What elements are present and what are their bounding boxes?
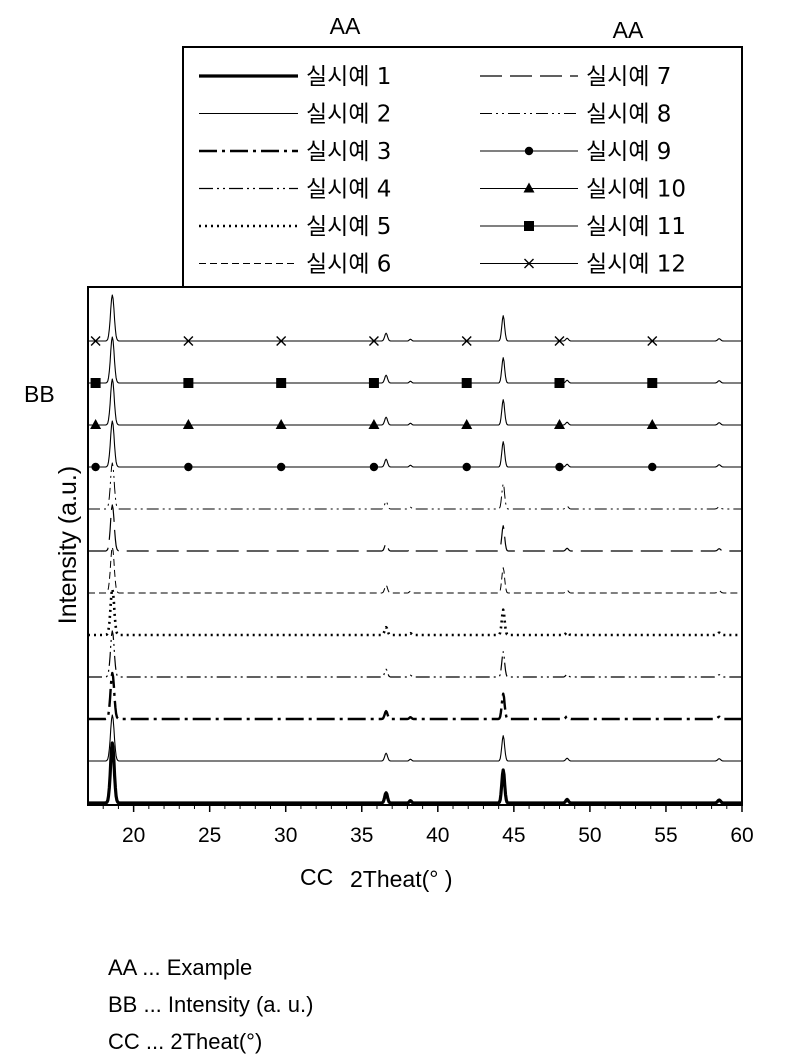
legend-label: 실시예 11 <box>586 214 686 240</box>
xrd-chart: 실시예 1 실시예 2 실시예 3 실시예 4 실시예 5 실시예 6 실시예 7 실시예 8… <box>0 0 807 930</box>
series-marker <box>647 378 657 388</box>
legend-marker <box>525 147 533 155</box>
x-tick-label: 20 <box>122 824 145 847</box>
series-marker <box>184 463 192 471</box>
series-line <box>88 673 742 719</box>
series-marker <box>369 378 379 388</box>
legend-label: 실시예 7 <box>586 64 671 90</box>
legend-label: 실시예 1 <box>306 64 391 90</box>
series-marker <box>91 463 99 471</box>
series-line <box>88 715 742 761</box>
series-marker <box>554 419 565 429</box>
legend-label: 실시예 2 <box>306 102 391 128</box>
series-marker <box>183 378 193 388</box>
series-line <box>88 295 742 341</box>
y-axis-label: Intensity (a.u.) <box>54 466 82 624</box>
x-axis-code: CC <box>300 864 333 890</box>
x-tick-label: 40 <box>426 824 449 847</box>
note-bb: BB ... Intensity (a. u.) <box>108 994 313 1016</box>
series-marker <box>276 419 287 429</box>
series-marker <box>370 463 378 471</box>
x-tick-label: 35 <box>350 824 373 847</box>
series-marker <box>368 419 379 429</box>
series-line <box>88 589 742 635</box>
x-axis-label: 2Theat(° ) <box>350 866 453 892</box>
x-tick-label: 60 <box>730 824 753 847</box>
legend-label: 실시예 8 <box>586 102 671 128</box>
plot-frame <box>88 287 742 805</box>
legend-label: 실시예 10 <box>586 177 686 203</box>
series-marker <box>461 419 472 429</box>
y-axis-code: BB <box>24 381 55 407</box>
series-marker <box>554 378 564 388</box>
series-line <box>88 631 742 677</box>
legend-marker <box>524 221 534 231</box>
series-marker <box>276 378 286 388</box>
x-tick-label: 45 <box>502 824 525 847</box>
series-marker <box>462 378 472 388</box>
series-marker <box>647 419 658 429</box>
series-marker <box>555 463 563 471</box>
x-tick-label: 30 <box>274 824 297 847</box>
legend-label: 실시예 9 <box>586 139 671 165</box>
legend-header-left: AA <box>330 13 361 39</box>
legend-label: 실시예 3 <box>306 139 391 165</box>
x-tick-label: 55 <box>654 824 677 847</box>
x-tick-label: 50 <box>578 824 601 847</box>
legend-marker <box>524 183 535 193</box>
legend-label: 실시예 6 <box>306 252 391 278</box>
series-marker <box>277 463 285 471</box>
note-cc: CC ... 2Theat(°) <box>108 1031 262 1053</box>
series-line <box>88 505 742 551</box>
series-marker <box>648 463 656 471</box>
legend-label: 실시예 12 <box>586 252 686 278</box>
x-axis: 20 25 30 35 40 45 50 55 60 <box>103 805 753 847</box>
legend-label: 실시예 4 <box>306 177 391 203</box>
series-marker <box>90 419 101 429</box>
note-aa: AA ... Example <box>108 957 252 979</box>
series-marker <box>91 378 101 388</box>
series-layer <box>88 295 742 803</box>
legend-label: 실시예 5 <box>306 214 391 240</box>
legend: 실시예 1 실시예 2 실시예 3 실시예 4 실시예 5 실시예 6 실시예 7 실시예 8… <box>199 64 686 278</box>
series-marker <box>463 463 471 471</box>
series-line <box>88 547 742 593</box>
series-marker <box>183 419 194 429</box>
x-tick-label: 25 <box>198 824 221 847</box>
series-line <box>88 743 742 803</box>
legend-header-right: AA <box>613 17 644 43</box>
